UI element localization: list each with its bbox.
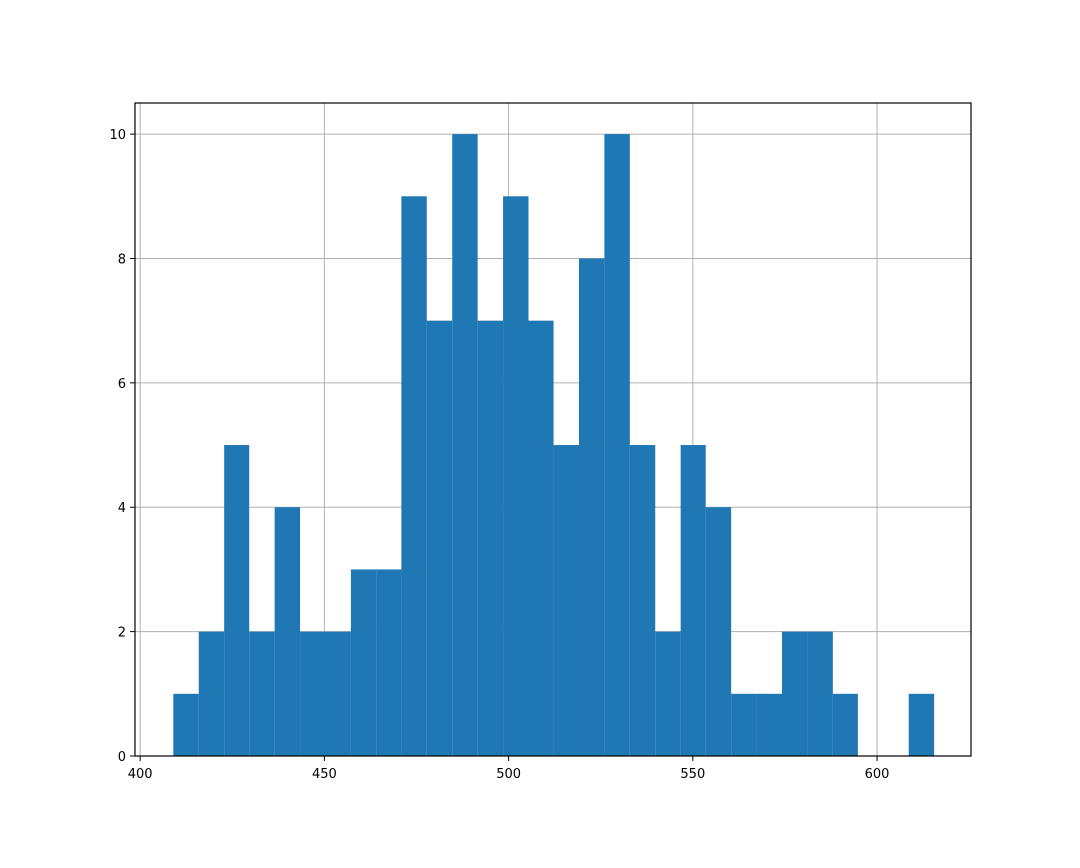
bar <box>173 693 199 756</box>
bar <box>325 631 351 756</box>
bar <box>452 134 478 757</box>
x-tick-label: 450 <box>312 767 337 782</box>
y-tick-label: 10 <box>109 128 126 143</box>
y-tick-label: 0 <box>118 750 126 765</box>
y-tick-label: 6 <box>118 377 126 392</box>
bar <box>503 196 529 757</box>
bar <box>350 569 377 756</box>
x-tick-label: 500 <box>496 767 521 782</box>
bar <box>756 693 782 756</box>
bar <box>249 631 275 756</box>
bar <box>401 196 427 757</box>
bar <box>680 445 706 756</box>
bars <box>173 134 935 757</box>
bar <box>578 258 605 756</box>
x-tick-label: 600 <box>865 767 890 782</box>
bar <box>832 693 858 756</box>
bar <box>198 631 225 756</box>
bar <box>655 631 681 756</box>
y-tick-label: 4 <box>118 501 126 516</box>
bar <box>477 320 504 756</box>
bar <box>224 445 250 756</box>
y-tick-label: 2 <box>118 626 126 641</box>
bar <box>553 445 579 756</box>
bar <box>629 445 656 756</box>
y-tick-label: 8 <box>118 252 126 267</box>
x-tick-label: 400 <box>128 767 153 782</box>
bar <box>376 569 402 756</box>
axes: 400 450 500 550 600 0 2 4 6 8 10 <box>109 102 972 782</box>
bar <box>528 320 554 756</box>
bar <box>705 507 732 756</box>
bar <box>731 693 757 756</box>
bar <box>274 507 301 756</box>
bar <box>300 631 326 756</box>
bar <box>781 631 808 756</box>
plot-frame <box>134 102 972 757</box>
x-tick-label: 550 <box>680 767 705 782</box>
bar <box>604 134 630 757</box>
bar <box>908 693 935 756</box>
bar <box>807 631 833 756</box>
bar <box>426 320 453 756</box>
